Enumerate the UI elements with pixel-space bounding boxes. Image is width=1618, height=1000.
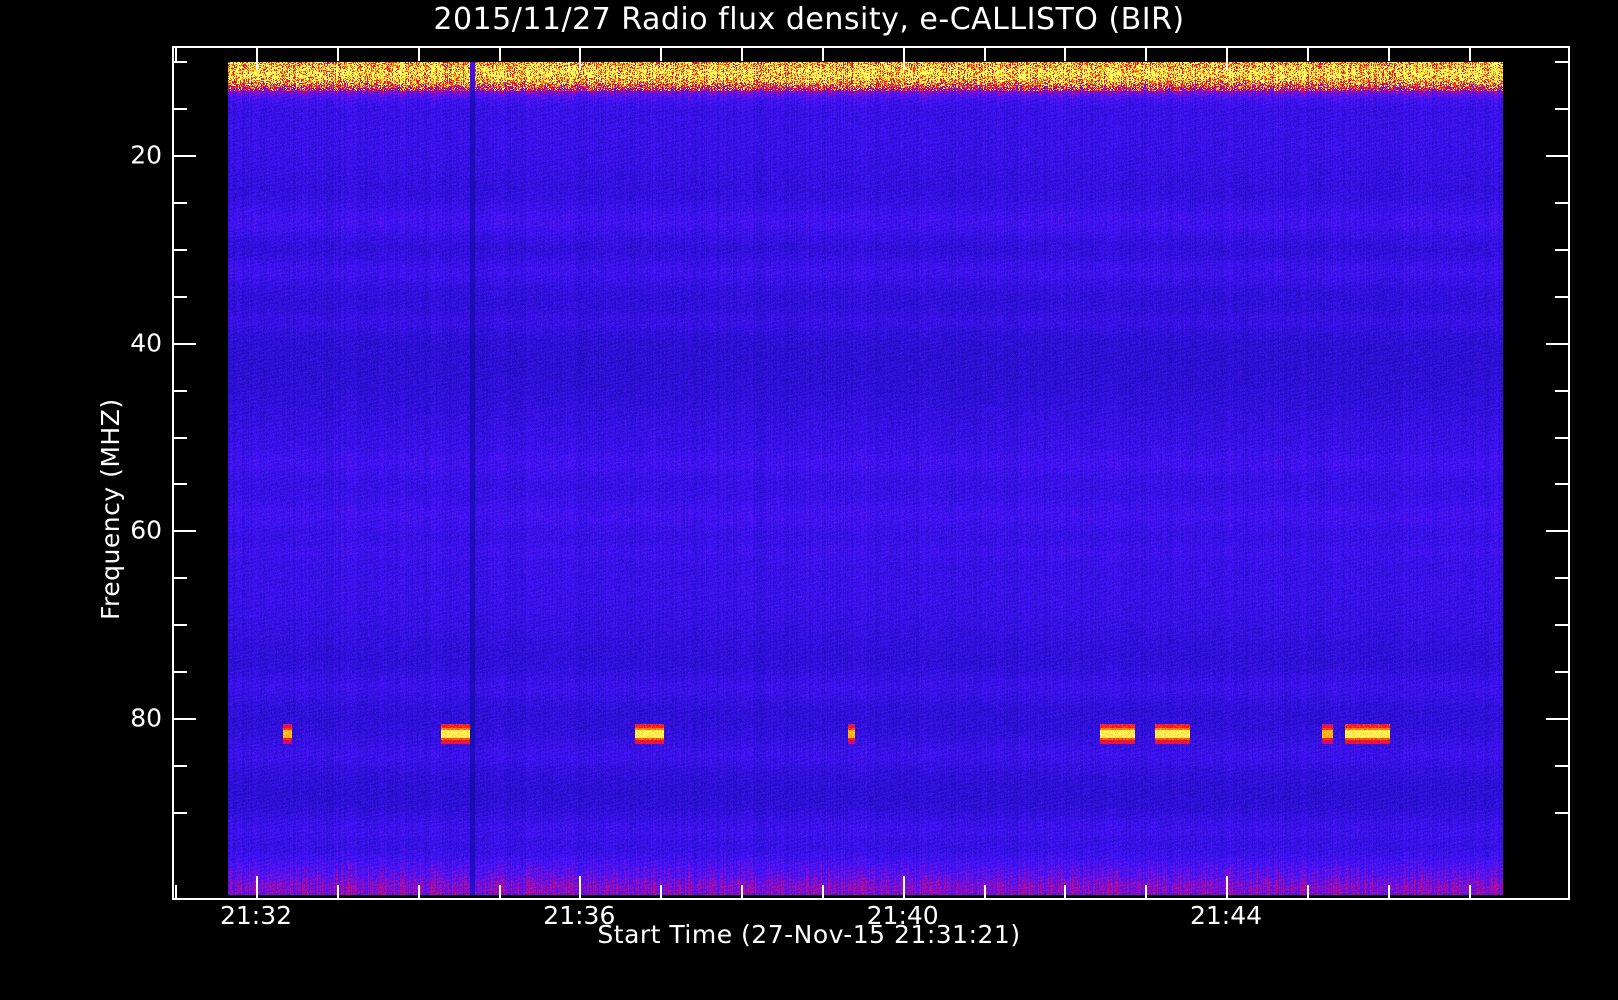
y-tick-label-60: 60 <box>130 515 162 545</box>
x-tick-top-34 <box>418 48 420 61</box>
y-tick-label-80: 80 <box>130 703 162 733</box>
plot-frame <box>172 46 1570 900</box>
x-tick-top-38 <box>741 48 743 61</box>
x-tick-top-36 <box>579 48 581 70</box>
x-major-tick-40 <box>903 876 905 898</box>
y-minor-tick-50 <box>174 437 187 439</box>
x-minor-tick-37 <box>660 885 662 898</box>
y-tick-right-30 <box>1555 249 1568 251</box>
y-tick-right-45 <box>1555 390 1568 392</box>
x-tick-label-21:44: 21:44 <box>1189 901 1263 930</box>
y-tick-right-20 <box>1546 155 1568 157</box>
x-minor-tick-39 <box>822 885 824 898</box>
x-minor-tick-35 <box>499 885 501 898</box>
y-minor-tick-85 <box>174 765 187 767</box>
y-tick-right-10 <box>1555 61 1568 63</box>
x-minor-tick-34 <box>418 885 420 898</box>
x-minor-tick-42 <box>1064 885 1066 898</box>
y-tick-right-65 <box>1555 577 1568 579</box>
x-major-tick-36 <box>579 876 581 898</box>
x-minor-tick-47 <box>1469 885 1471 898</box>
x-minor-tick-41 <box>984 885 986 898</box>
y-minor-tick-90 <box>174 812 187 814</box>
y-tick-right-85 <box>1555 765 1568 767</box>
x-tick-top-42 <box>1064 48 1066 61</box>
x-tick-top-45 <box>1307 48 1309 61</box>
y-major-tick-40 <box>174 343 196 345</box>
x-tick-top-31 <box>175 48 177 61</box>
x-minor-tick-38 <box>741 885 743 898</box>
x-major-tick-44 <box>1226 876 1228 898</box>
y-minor-tick-75 <box>174 671 187 673</box>
x-minor-tick-45 <box>1307 885 1309 898</box>
x-tick-top-32 <box>256 48 258 70</box>
y-minor-tick-30 <box>174 249 187 251</box>
x-minor-tick-33 <box>337 885 339 898</box>
x-tick-top-37 <box>660 48 662 61</box>
x-tick-top-35 <box>499 48 501 61</box>
y-tick-label-40: 40 <box>130 328 162 358</box>
y-tick-right-90 <box>1555 812 1568 814</box>
y-minor-tick-45 <box>174 390 187 392</box>
y-tick-right-75 <box>1555 671 1568 673</box>
x-tick-top-39 <box>822 48 824 61</box>
y-tick-right-80 <box>1546 718 1568 720</box>
x-tick-top-44 <box>1226 48 1228 70</box>
y-tick-label-20: 20 <box>130 140 162 170</box>
y-minor-tick-10 <box>174 61 187 63</box>
y-minor-tick-70 <box>174 624 187 626</box>
x-minor-tick-31 <box>175 885 177 898</box>
x-tick-top-33 <box>337 48 339 61</box>
x-major-tick-32 <box>256 876 258 898</box>
y-major-tick-80 <box>174 718 196 720</box>
y-tick-right-60 <box>1546 530 1568 532</box>
y-tick-right-50 <box>1555 437 1568 439</box>
x-tick-top-46 <box>1388 48 1390 61</box>
page-title: 2015/11/27 Radio flux density, e-CALLIST… <box>433 2 1185 37</box>
y-axis-ticks: 20 40 60 80 <box>0 0 1568 1000</box>
y-tick-right-70 <box>1555 624 1568 626</box>
y-minor-tick-15 <box>174 108 187 110</box>
y-minor-tick-55 <box>174 483 187 485</box>
y-tick-right-55 <box>1555 483 1568 485</box>
x-tick-label-21:36: 21:36 <box>543 901 616 930</box>
x-tick-label-21:40: 21:40 <box>866 901 939 930</box>
y-minor-tick-25 <box>174 202 187 204</box>
x-tick-top-47 <box>1469 48 1471 61</box>
x-tick-label-21:32: 21:32 <box>219 901 293 930</box>
y-tick-right-15 <box>1555 108 1568 110</box>
y-minor-tick-65 <box>174 577 187 579</box>
y-minor-tick-35 <box>174 296 187 298</box>
y-tick-right-25 <box>1555 202 1568 204</box>
x-minor-tick-46 <box>1388 885 1390 898</box>
y-tick-right-40 <box>1546 343 1568 345</box>
y-tick-right-35 <box>1555 296 1568 298</box>
y-major-tick-60 <box>174 530 196 532</box>
x-minor-tick-43 <box>1145 885 1147 898</box>
x-tick-top-43 <box>1145 48 1147 61</box>
x-tick-top-41 <box>984 48 986 61</box>
y-major-tick-20 <box>174 155 196 157</box>
x-tick-top-40 <box>903 48 905 70</box>
spectrogram-image <box>228 62 1503 895</box>
x-axis-label: Start Time (27-Nov-15 21:31:21) <box>597 920 1021 949</box>
